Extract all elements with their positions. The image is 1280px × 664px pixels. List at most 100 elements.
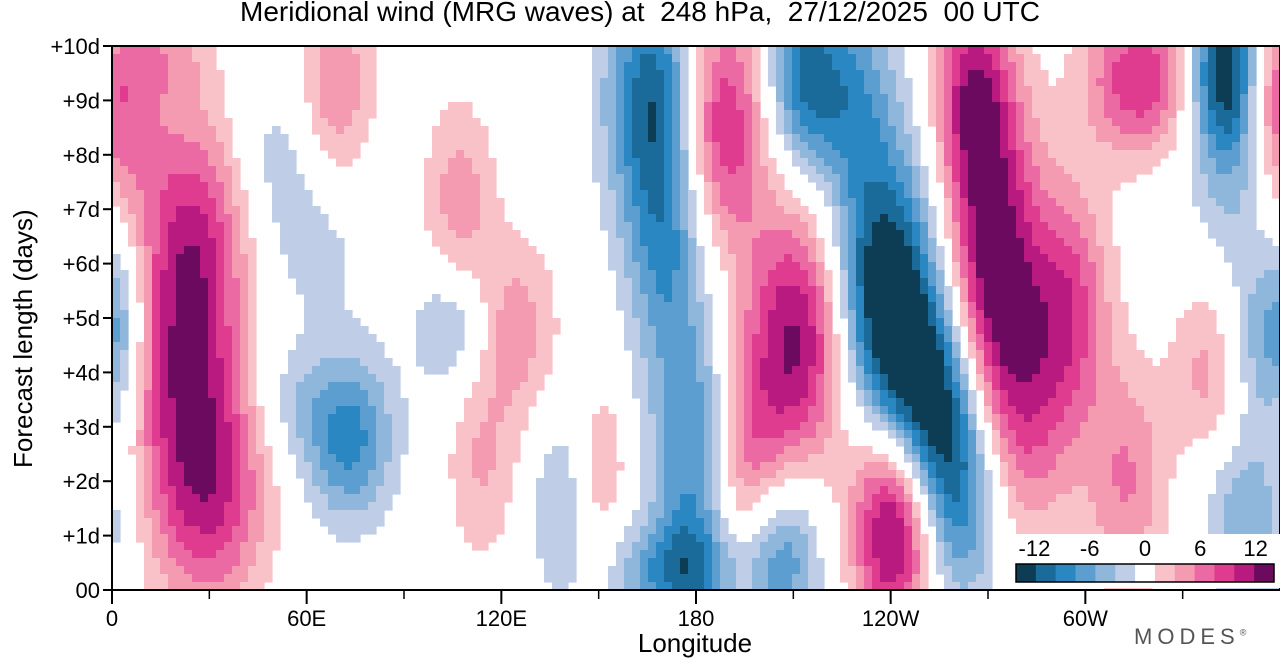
heatmap-cell [800, 78, 809, 87]
heatmap-cell [336, 126, 345, 135]
heatmap-cell [984, 406, 993, 415]
heatmap-cell [296, 334, 305, 343]
heatmap-cell [184, 214, 193, 223]
heatmap-cell [728, 238, 737, 247]
heatmap-cell [728, 342, 737, 351]
heatmap-cell [984, 262, 993, 271]
heatmap-cell [944, 86, 953, 95]
heatmap-cell [856, 334, 865, 343]
heatmap-cell [1192, 70, 1201, 79]
heatmap-cell [1208, 406, 1217, 415]
heatmap-cell [672, 270, 681, 279]
heatmap-cell [1008, 310, 1017, 319]
heatmap-cell [1008, 230, 1017, 239]
heatmap-cell [592, 150, 601, 159]
heatmap-cell [1008, 270, 1017, 279]
heatmap-cell [968, 302, 977, 311]
heatmap-cell [112, 254, 121, 263]
heatmap-cell [1128, 86, 1137, 95]
heatmap-cell [616, 302, 625, 311]
heatmap-cell [1136, 398, 1145, 407]
heatmap-cell [512, 374, 521, 383]
heatmap-cell [816, 358, 825, 367]
heatmap-cell [1144, 94, 1153, 103]
heatmap-cell [264, 158, 273, 167]
heatmap-cell [848, 214, 857, 223]
heatmap-cell [312, 118, 321, 127]
heatmap-cell [1232, 206, 1241, 215]
heatmap-cell [328, 414, 337, 423]
heatmap-cell [800, 382, 809, 391]
heatmap-cell [248, 318, 257, 327]
heatmap-cell [1200, 62, 1209, 71]
heatmap-cell [632, 334, 641, 343]
heatmap-cell [1248, 358, 1257, 367]
heatmap-cell [816, 150, 825, 159]
heatmap-cell [168, 102, 177, 111]
heatmap-cell [144, 214, 153, 223]
heatmap-cell [1216, 134, 1225, 143]
heatmap-cell [112, 150, 121, 159]
heatmap-cell [240, 414, 249, 423]
heatmap-cell [928, 414, 937, 423]
heatmap-cell [640, 46, 649, 55]
heatmap-cell [376, 414, 385, 423]
heatmap-cell [480, 350, 489, 359]
heatmap-cell [120, 70, 129, 79]
heatmap-cell [1072, 54, 1081, 63]
heatmap-cell [1072, 126, 1081, 135]
heatmap-cell [336, 150, 345, 159]
heatmap-cell [1136, 350, 1145, 359]
heatmap-cell [984, 238, 993, 247]
heatmap-cell [720, 254, 729, 263]
heatmap-cell [528, 350, 537, 359]
heatmap-cell [1072, 398, 1081, 407]
heatmap-cell [824, 358, 833, 367]
heatmap-cell [768, 206, 777, 215]
heatmap-cell [864, 174, 873, 183]
heatmap-cell [1200, 198, 1209, 207]
heatmap-cell [1056, 414, 1065, 423]
heatmap-cell [928, 102, 937, 111]
heatmap-cell [960, 310, 969, 319]
heatmap-cell [752, 198, 761, 207]
heatmap-cell [208, 262, 217, 271]
heatmap-cell [1024, 366, 1033, 375]
heatmap-cell [224, 374, 233, 383]
heatmap-cell [304, 62, 313, 71]
heatmap-cell [1064, 142, 1073, 151]
heatmap-cell [1096, 366, 1105, 375]
heatmap-cell [696, 142, 705, 151]
heatmap-cell [656, 190, 665, 199]
heatmap-cell [1144, 382, 1153, 391]
heatmap-cell [752, 230, 761, 239]
heatmap-cell [808, 262, 817, 271]
heatmap-cell [928, 254, 937, 263]
heatmap-cell [1136, 86, 1145, 95]
heatmap-cell [736, 366, 745, 375]
heatmap-cell [600, 62, 609, 71]
heatmap-cell [696, 134, 705, 143]
heatmap-cell [1040, 86, 1049, 95]
heatmap-cell [872, 126, 881, 135]
heatmap-cell [224, 118, 233, 127]
heatmap-cell [712, 166, 721, 175]
heatmap-cell [824, 110, 833, 119]
heatmap-cell [840, 230, 849, 239]
heatmap-cell [1112, 390, 1121, 399]
heatmap-cell [1008, 414, 1017, 423]
heatmap-cell [552, 318, 561, 327]
heatmap-cell [1080, 86, 1089, 95]
heatmap-cell [888, 334, 897, 343]
heatmap-cell [144, 326, 153, 335]
heatmap-cell [1208, 46, 1217, 55]
heatmap-cell [144, 182, 153, 191]
heatmap-cell [320, 254, 329, 263]
heatmap-cell [1216, 334, 1225, 343]
heatmap-cell [1040, 142, 1049, 151]
heatmap-cell [816, 86, 825, 95]
heatmap-cell [1040, 382, 1049, 391]
heatmap-cell [200, 414, 209, 423]
heatmap-cell [1048, 214, 1057, 223]
heatmap-cell [856, 254, 865, 263]
